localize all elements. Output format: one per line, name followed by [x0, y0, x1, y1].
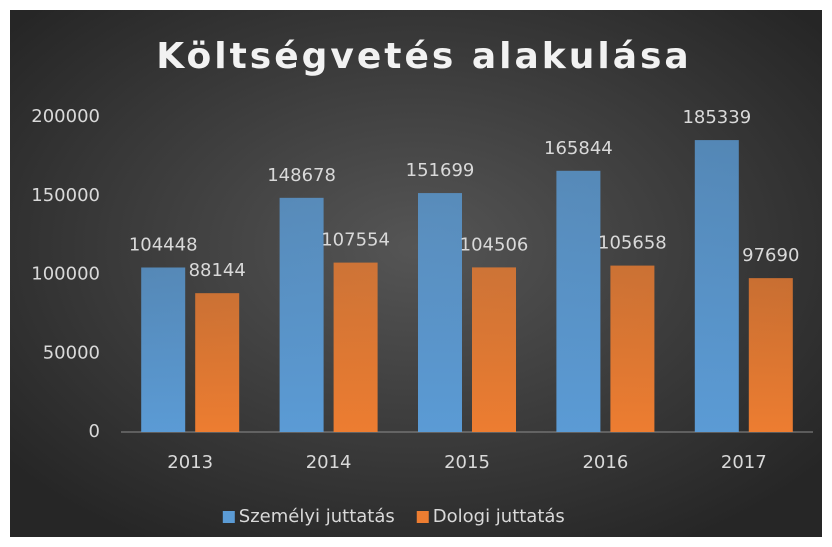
bar: [610, 265, 655, 432]
bar: [748, 278, 793, 432]
legend-label: Személyi juttatás: [239, 506, 395, 527]
bar: [279, 197, 324, 432]
bar: [694, 140, 739, 433]
y-tick-label: 100000: [31, 264, 100, 285]
y-tick-label: 0: [89, 421, 100, 442]
x-tick-label: 2016: [582, 452, 628, 473]
x-tick-label: 2014: [306, 452, 352, 473]
y-tick-label: 150000: [31, 185, 100, 206]
legend-label: Dologi juttatás: [433, 506, 565, 527]
data-label: 165844: [544, 138, 613, 159]
bar: [556, 170, 601, 432]
bar: [195, 293, 240, 432]
data-label: 97690: [742, 245, 799, 266]
data-label: 151699: [406, 160, 475, 181]
data-label: 88144: [189, 260, 246, 281]
x-tick-label: 2015: [444, 452, 490, 473]
legend-swatch: [416, 511, 429, 523]
data-label: 105658: [598, 233, 667, 254]
bar: [333, 262, 378, 432]
bar: [472, 267, 516, 432]
y-tick-label: 200000: [31, 106, 100, 127]
x-tick-label: 2017: [721, 452, 767, 473]
data-label: 104506: [460, 234, 529, 255]
bar: [418, 193, 462, 432]
bar: [141, 267, 186, 432]
data-label: 104448: [129, 234, 198, 255]
data-label: 148678: [267, 165, 336, 186]
data-label: 185339: [682, 107, 751, 128]
chart-title: Költségvetés alakulása: [156, 36, 691, 77]
data-label: 107554: [321, 230, 390, 251]
legend-swatch: [222, 511, 235, 523]
y-tick-label: 50000: [43, 342, 100, 363]
x-tick-label: 2013: [167, 452, 213, 473]
